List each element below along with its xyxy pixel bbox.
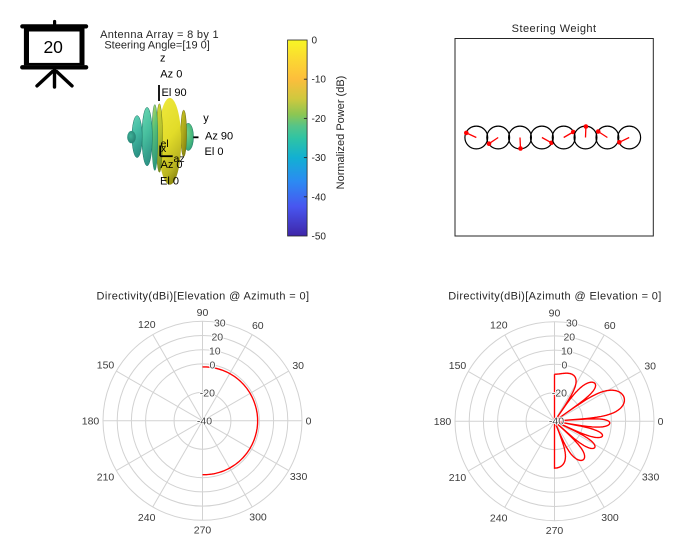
svg-text:Az 90: Az 90 bbox=[205, 131, 233, 143]
svg-text:120: 120 bbox=[490, 319, 508, 331]
svg-text:-40: -40 bbox=[197, 415, 212, 427]
svg-text:El 0: El 0 bbox=[205, 146, 224, 158]
svg-text:Az 0: Az 0 bbox=[161, 159, 183, 171]
svg-text:240: 240 bbox=[490, 513, 508, 525]
svg-text:Az 0: Az 0 bbox=[160, 69, 182, 81]
svg-text:Directivity(dBi)[Elevation @ A: Directivity(dBi)[Elevation @ Azimuth = 0… bbox=[97, 290, 310, 302]
svg-text:Directivity(dBi)[Azimuth @ Ele: Directivity(dBi)[Azimuth @ Elevation = 0… bbox=[448, 290, 662, 302]
svg-text:0: 0 bbox=[209, 359, 215, 371]
svg-text:20: 20 bbox=[563, 332, 575, 344]
svg-text:20: 20 bbox=[43, 37, 63, 57]
svg-text:-50: -50 bbox=[312, 232, 327, 243]
svg-text:150: 150 bbox=[449, 360, 467, 372]
svg-text:-40: -40 bbox=[549, 416, 564, 428]
svg-text:180: 180 bbox=[434, 416, 452, 428]
svg-text:y: y bbox=[203, 113, 209, 125]
svg-text:El 0: El 0 bbox=[160, 176, 179, 188]
svg-text:210: 210 bbox=[97, 472, 115, 484]
svg-text:-20: -20 bbox=[312, 114, 327, 125]
svg-text:Steering Angle=[19 0]: Steering Angle=[19 0] bbox=[104, 40, 210, 52]
svg-text:60: 60 bbox=[604, 320, 616, 332]
svg-text:300: 300 bbox=[601, 512, 619, 524]
svg-text:30: 30 bbox=[566, 318, 578, 330]
svg-text:10: 10 bbox=[561, 346, 573, 358]
svg-text:-20: -20 bbox=[200, 387, 215, 399]
svg-text:0: 0 bbox=[312, 36, 318, 47]
svg-text:30: 30 bbox=[644, 361, 656, 373]
svg-text:210: 210 bbox=[449, 472, 467, 484]
svg-text:0: 0 bbox=[658, 416, 664, 428]
svg-text:90: 90 bbox=[549, 307, 561, 319]
svg-text:330: 330 bbox=[642, 471, 660, 483]
svg-text:120: 120 bbox=[138, 319, 156, 331]
svg-text:-20: -20 bbox=[552, 388, 567, 400]
svg-text:180: 180 bbox=[82, 416, 100, 428]
svg-text:30: 30 bbox=[214, 317, 226, 329]
svg-text:-30: -30 bbox=[312, 153, 327, 164]
svg-text:10: 10 bbox=[209, 345, 221, 357]
svg-text:0: 0 bbox=[306, 416, 312, 428]
svg-text:-40: -40 bbox=[312, 192, 327, 203]
svg-text:Normalized Power (dB): Normalized Power (dB) bbox=[335, 76, 347, 190]
svg-text:El 90: El 90 bbox=[162, 87, 187, 99]
svg-text:330: 330 bbox=[290, 471, 308, 483]
svg-text:270: 270 bbox=[194, 525, 212, 537]
svg-text:90: 90 bbox=[197, 307, 209, 319]
svg-text:Steering Weight: Steering Weight bbox=[512, 23, 597, 35]
svg-text:-10: -10 bbox=[312, 75, 327, 86]
svg-text:30: 30 bbox=[292, 360, 304, 372]
svg-text:60: 60 bbox=[252, 320, 264, 332]
svg-text:x: x bbox=[161, 143, 167, 155]
svg-text:20: 20 bbox=[211, 331, 223, 343]
svg-text:270: 270 bbox=[546, 525, 564, 537]
svg-text:300: 300 bbox=[249, 512, 267, 524]
svg-text:240: 240 bbox=[138, 512, 156, 524]
svg-text:z: z bbox=[160, 53, 166, 65]
svg-text:0: 0 bbox=[561, 360, 567, 372]
svg-text:150: 150 bbox=[97, 360, 115, 372]
